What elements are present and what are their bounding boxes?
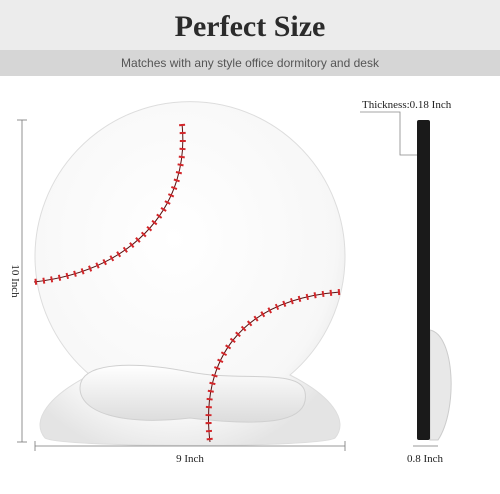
header-band [0, 0, 500, 50]
side-pad [417, 120, 430, 440]
depth-label: 0.8 Inch [407, 453, 444, 465]
side-wrist-rest [429, 329, 452, 441]
dimension-lines [17, 119, 438, 451]
stitching [33, 123, 341, 443]
subtitle-band [0, 50, 500, 76]
seam [33, 123, 184, 283]
leader-line [360, 111, 417, 156]
thickness-label: Thickness:0.18 Inch [362, 99, 452, 111]
subtitle: Matches with any style office dormitory … [121, 56, 380, 70]
wrist-rest [79, 364, 306, 423]
height-label: 10 Inch [9, 264, 21, 298]
width-label: 9 Inch [176, 453, 204, 465]
mouse-pad [34, 101, 346, 446]
seam [208, 291, 341, 443]
title: Perfect Size [175, 10, 326, 43]
